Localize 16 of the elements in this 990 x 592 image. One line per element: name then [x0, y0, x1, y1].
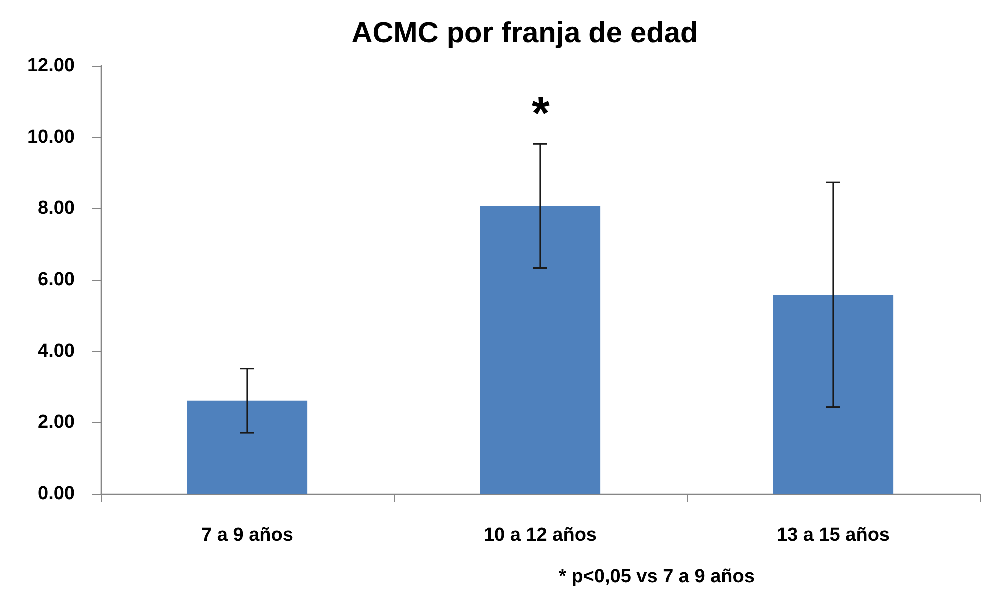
text: * p<0,05 vs 7 a 9 años: [559, 566, 755, 588]
y-tick-label: 0.00: [38, 484, 75, 504]
y-tick-label: 10.00: [27, 126, 75, 148]
annotation: *: [532, 87, 550, 139]
bar: [480, 206, 601, 494]
y-tick-label: 6.00: [38, 270, 75, 290]
x-tick-label: 10 a 12 años: [484, 525, 598, 546]
x-tick-label: 7 a 9 años: [202, 525, 294, 546]
bar: [187, 400, 308, 494]
y-tick-label: 4.00: [38, 340, 75, 362]
bar: [773, 294, 894, 494]
y-tick-label: 8.00: [38, 198, 75, 220]
y-tick-label: 2.00: [38, 412, 75, 434]
chart-title: ACMC por franja de edad: [352, 18, 698, 50]
y-tick-label: 12.00: [27, 56, 75, 76]
x-tick-label: 13 a 15 años: [776, 525, 890, 546]
